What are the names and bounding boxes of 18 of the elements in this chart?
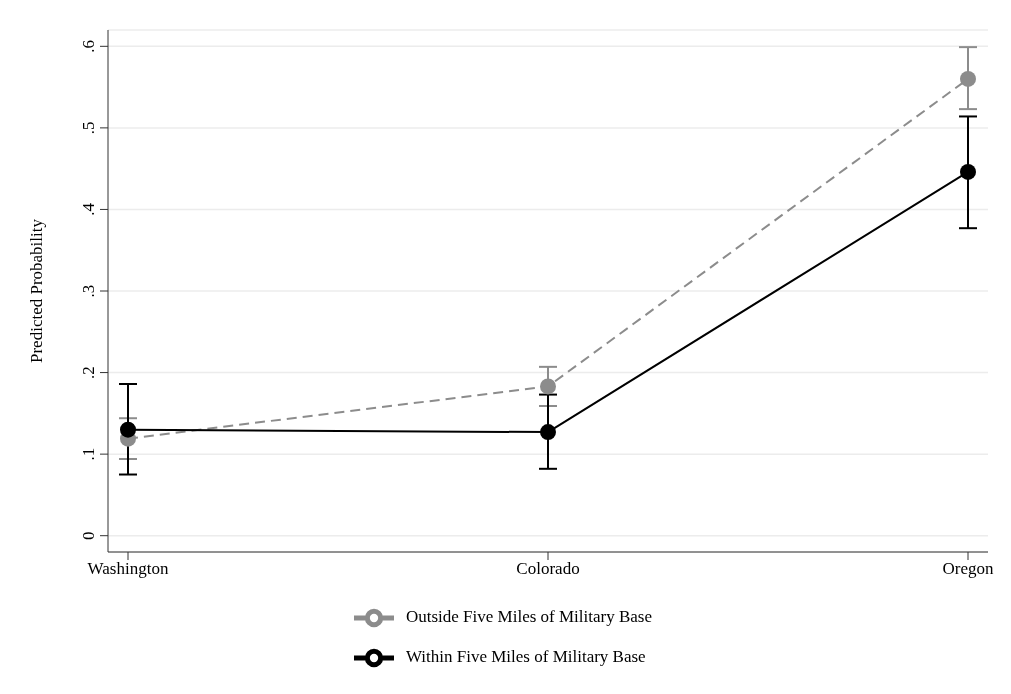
point	[960, 163, 976, 180]
legend-label: Within Five Miles of Military Base	[405, 646, 646, 666]
point	[120, 421, 136, 438]
point	[960, 70, 976, 87]
y-tick-label: .2	[79, 366, 98, 379]
legend-label: Outside Five Miles of Military Base	[405, 606, 652, 626]
y-tick-label: .6	[79, 39, 98, 53]
y-tick-label: .3	[79, 284, 98, 298]
y-tick-label: .5	[79, 121, 98, 135]
y-axis-title: Predicted Probability	[27, 218, 47, 364]
y-tick-label: .4	[79, 202, 98, 216]
y-tick-label: .1	[79, 447, 98, 461]
x-tick-label: Oregon	[942, 559, 994, 579]
x-tick-label: Washington	[87, 559, 169, 579]
point	[540, 378, 556, 395]
point	[540, 424, 556, 441]
x-tick-label: Colorado	[516, 559, 580, 579]
y-tick-label: 0	[79, 531, 98, 540]
